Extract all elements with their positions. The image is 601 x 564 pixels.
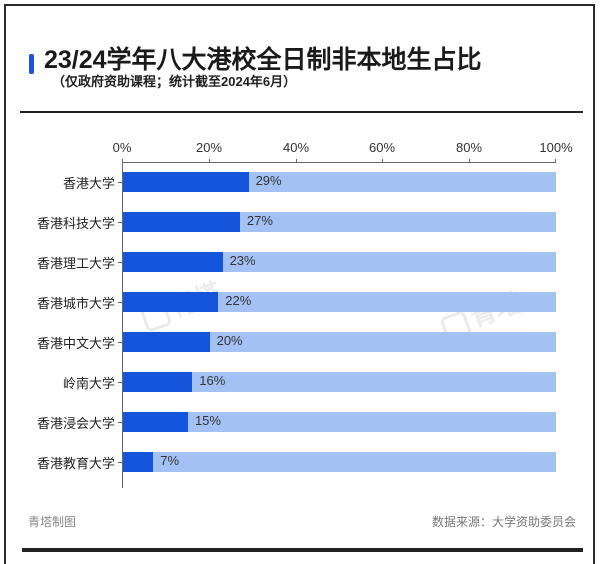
bar-row: 香港理工大学 23% [0, 252, 601, 272]
value-label: 27% [246, 213, 273, 228]
bar-value [123, 172, 249, 192]
x-tick-label: 0% [112, 140, 132, 155]
category-label: 香港科技大学 [36, 216, 115, 231]
y-tick [118, 182, 122, 183]
y-tick [118, 462, 122, 463]
value-label: 23% [229, 253, 256, 268]
bar-row: 岭南大学 16% [0, 372, 601, 392]
bar-background [123, 252, 556, 272]
title-accent-bar [29, 54, 34, 74]
category-label: 香港理工大学 [36, 256, 115, 271]
x-tick-label: 40% [282, 140, 310, 155]
bar-row: 香港浸会大学 15% [0, 412, 601, 432]
bar-value [123, 372, 193, 392]
x-tick [122, 159, 123, 163]
y-tick [118, 302, 122, 303]
bar-background [123, 412, 556, 432]
value-label: 16% [199, 373, 226, 388]
bar-background [123, 292, 556, 312]
data-source: 数据来源：大学资助委员会 [431, 515, 576, 529]
chart-subtitle: （仅政府资助课程；统计截至2024年6月） [52, 74, 297, 89]
x-tick [209, 159, 210, 163]
category-label: 香港中文大学 [36, 336, 115, 351]
chart-frame [4, 4, 595, 564]
x-tick-label: 100% [539, 140, 573, 155]
footer-divider [22, 548, 583, 552]
x-tick-label: 60% [368, 140, 396, 155]
bar-background [123, 332, 556, 352]
y-tick [118, 342, 122, 343]
y-tick [118, 262, 122, 263]
y-tick [118, 382, 122, 383]
bar-value [123, 252, 223, 272]
category-label: 香港浸会大学 [36, 416, 115, 431]
bar-row: 香港科技大学 27% [0, 212, 601, 232]
value-label: 7% [160, 453, 180, 468]
bar-row: 香港中文大学 20% [0, 332, 601, 352]
x-tick [382, 159, 383, 163]
bar-value [123, 412, 188, 432]
value-label: 22% [225, 293, 252, 308]
bar-value [123, 452, 154, 472]
bar-row: 香港大学 29% [0, 172, 601, 192]
y-tick [118, 422, 122, 423]
y-tick [118, 222, 122, 223]
value-label: 15% [194, 413, 221, 428]
bar-row: 香港城市大学 22% [0, 292, 601, 312]
x-tick-label: 80% [455, 140, 483, 155]
category-label: 香港教育大学 [36, 456, 115, 471]
chart-credit: 青塔制图 [28, 515, 77, 529]
y-axis-line [122, 162, 123, 488]
bar-background [123, 372, 556, 392]
value-label: 29% [255, 173, 282, 188]
x-axis-line [122, 162, 556, 163]
x-tick [469, 159, 470, 163]
category-label: 岭南大学 [62, 376, 115, 391]
x-tick [555, 159, 556, 163]
bar-value [123, 332, 210, 352]
value-label: 20% [216, 333, 243, 348]
chart-title: 23/24学年八大港校全日制非本地生占比 [44, 46, 482, 74]
category-label: 香港城市大学 [36, 296, 115, 311]
header-divider [20, 111, 583, 113]
bar-row: 香港教育大学 7% [0, 452, 601, 472]
category-label: 香港大学 [62, 176, 115, 191]
bar-value [123, 292, 219, 312]
x-tick [296, 159, 297, 163]
bar-background [123, 452, 556, 472]
bar-value [123, 212, 240, 232]
x-tick-label: 20% [195, 140, 223, 155]
